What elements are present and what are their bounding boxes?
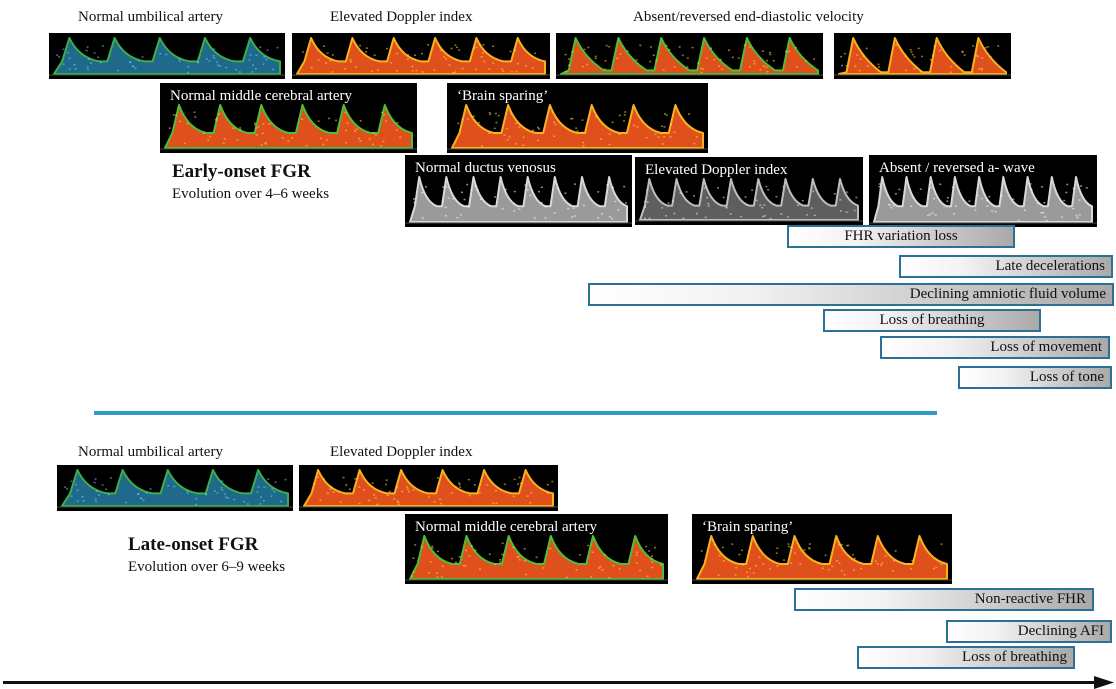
early-ua-elevated-label: Elevated Doppler index — [330, 9, 473, 25]
late-ua-elevated-waveform — [299, 465, 558, 511]
svg-text:Absent / reversed a- wave: Absent / reversed a- wave — [879, 160, 1035, 176]
early-onset-title: Early-onset FGR — [172, 161, 311, 182]
early-ua-absent-reversed-label: Absent/reversed end-diastolic velocity — [633, 9, 864, 25]
early-dv-elevated-waveform: Elevated Doppler index — [635, 157, 863, 225]
late-onset-subtitle: Evolution over 6–9 weeks — [128, 559, 286, 575]
time-axis-arrow — [3, 676, 1114, 689]
early-dv-normal-waveform: Normal ductus venosus — [405, 155, 632, 227]
late-ua-normal-waveform — [57, 465, 293, 511]
early-ua-elevated-waveform — [292, 33, 550, 79]
early-mca-normal-waveform: Normal middle cerebral artery — [160, 83, 417, 153]
svg-text:Normal middle cerebral artery: Normal middle cerebral artery — [415, 519, 597, 535]
early-bar-loss-of-movement: Loss of movement — [880, 336, 1110, 359]
late-bar-non-reactive-fhr: Non-reactive FHR — [794, 588, 1094, 611]
svg-text:Normal ductus venosus: Normal ductus venosus — [415, 160, 556, 176]
early-bar-fhr-variation-loss: FHR variation loss — [787, 225, 1015, 248]
early-ua-reversed-waveform — [834, 33, 1011, 79]
early-ua-normal-waveform — [49, 33, 285, 79]
early-bar-late-decelerations: Late decelerations — [899, 255, 1113, 278]
late-bar-declining-afi: Declining AFI — [946, 620, 1112, 643]
late-mca-normal-waveform: Normal middle cerebral artery — [405, 514, 668, 584]
svg-text:‘Brain sparing’: ‘Brain sparing’ — [457, 88, 548, 104]
late-ua-normal-label: Normal umbilical artery — [78, 444, 223, 460]
early-bar-declining-amniotic-fluid: Declining amniotic fluid volume — [588, 283, 1114, 306]
panel-divider — [94, 411, 937, 415]
late-ua-elevated-label: Elevated Doppler index — [330, 444, 473, 460]
svg-text:‘Brain sparing’: ‘Brain sparing’ — [702, 519, 793, 535]
early-ua-normal-label: Normal umbilical artery — [78, 9, 223, 25]
early-ua-absent-waveform — [556, 33, 823, 79]
early-onset-subtitle: Evolution over 4–6 weeks — [172, 186, 330, 202]
late-bar-loss-of-breathing: Loss of breathing — [857, 646, 1075, 669]
early-dv-absent-reversed-waveform: Absent / reversed a- wave — [869, 155, 1097, 227]
early-bar-loss-of-tone: Loss of tone — [958, 366, 1112, 389]
late-onset-title: Late-onset FGR — [128, 534, 259, 555]
early-mca-brain-sparing-waveform: ‘Brain sparing’ — [447, 83, 708, 153]
early-bar-loss-of-breathing: Loss of breathing — [823, 309, 1041, 332]
late-mca-brain-sparing-waveform: ‘Brain sparing’ — [692, 514, 952, 584]
svg-text:Normal middle cerebral artery: Normal middle cerebral artery — [170, 88, 352, 104]
svg-text:Elevated Doppler index: Elevated Doppler index — [645, 162, 788, 178]
